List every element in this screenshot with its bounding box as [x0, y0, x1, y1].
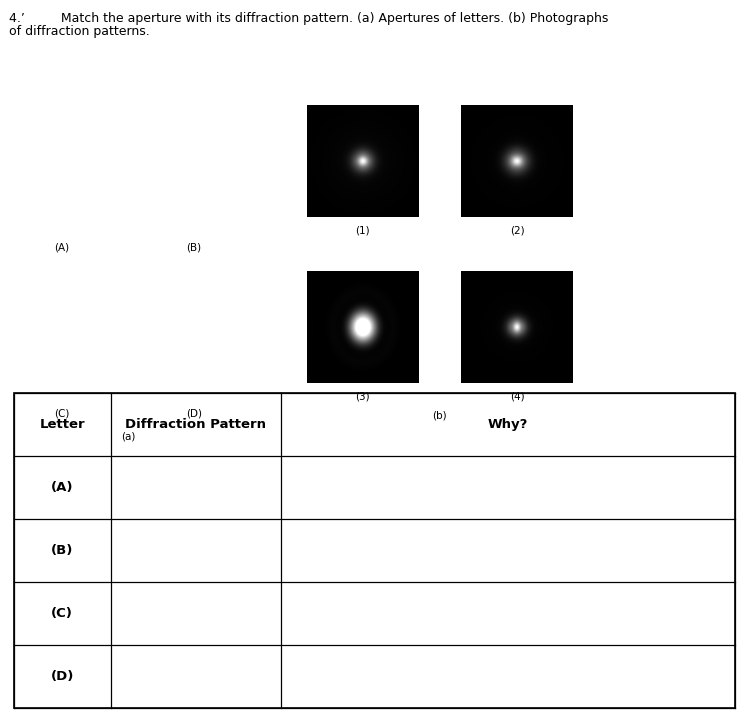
Text: Letter: Letter [39, 418, 85, 432]
Text: (B): (B) [51, 544, 74, 557]
Text: (C): (C) [54, 409, 70, 419]
Text: O: O [159, 292, 228, 370]
Text: (D): (D) [186, 409, 202, 419]
Text: (3): (3) [356, 391, 370, 401]
Text: (4): (4) [510, 391, 524, 401]
Text: I: I [47, 292, 77, 370]
Text: (D): (D) [50, 669, 74, 683]
Text: of diffraction patterns.: of diffraction patterns. [9, 25, 150, 38]
Text: E: E [168, 129, 220, 202]
Text: A: A [32, 129, 92, 202]
Text: (1): (1) [356, 225, 370, 235]
Text: Diffraction Pattern: Diffraction Pattern [126, 418, 266, 432]
Text: (B): (B) [186, 243, 202, 253]
Text: (A): (A) [54, 243, 70, 253]
Text: Why?: Why? [488, 418, 528, 432]
Text: (2): (2) [510, 225, 524, 235]
Text: (C): (C) [51, 606, 73, 620]
Text: (a): (a) [120, 432, 135, 442]
Text: (b): (b) [432, 410, 447, 420]
Text: 4.’         Match the aperture with its diffraction pattern. (a) Apertures of le: 4.’ Match the aperture with its diffract… [9, 12, 608, 25]
Text: (A): (A) [51, 481, 74, 495]
